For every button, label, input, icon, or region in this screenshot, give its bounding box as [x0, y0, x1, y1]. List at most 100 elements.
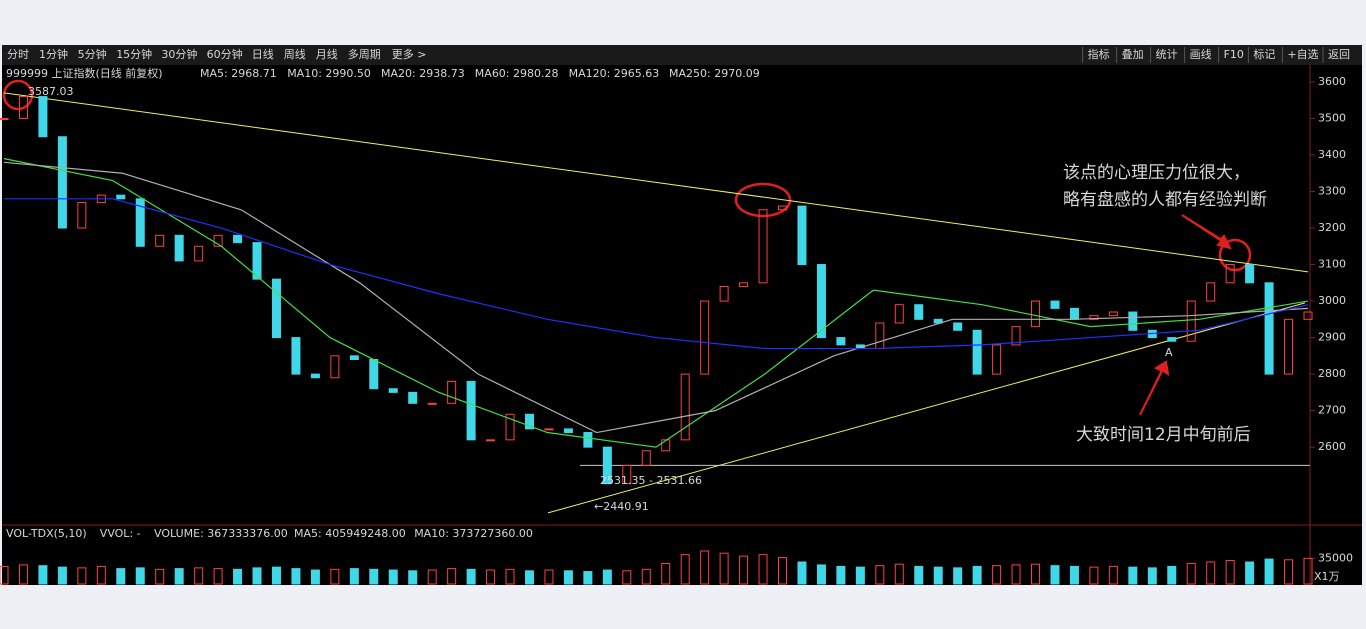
candle — [77, 201, 87, 229]
volume-bar — [466, 568, 476, 585]
candle — [1089, 315, 1099, 320]
volume-bar — [797, 561, 807, 585]
candle — [18, 96, 28, 119]
ma-label: MA120: 2965.63 — [569, 67, 660, 80]
candle — [252, 242, 262, 280]
toolbar-button[interactable]: 统计 — [1156, 48, 1178, 61]
y-tick-label: 2600 — [1318, 440, 1346, 453]
circle-marker — [734, 182, 792, 218]
volume-bar — [992, 565, 1002, 585]
volume-bar — [1147, 567, 1157, 585]
volume-bar — [38, 565, 48, 585]
volume-bar — [174, 568, 184, 585]
candle — [1245, 264, 1255, 284]
volume-bar — [252, 567, 262, 585]
candle — [1128, 311, 1138, 331]
candle — [1069, 307, 1079, 320]
toolbar-button[interactable]: 画线 — [1190, 47, 1212, 61]
tab[interactable]: 周线 — [284, 47, 306, 61]
volume-bar — [291, 568, 301, 585]
volume-bar — [1186, 562, 1196, 585]
volume-bar — [77, 567, 87, 585]
volume-bar — [1011, 564, 1021, 585]
candle — [1011, 326, 1021, 346]
volume-bar — [447, 568, 457, 585]
tab[interactable]: 日线 — [252, 47, 274, 61]
volume-bar — [369, 568, 379, 585]
volume-bar — [1225, 560, 1235, 585]
volume-bar — [719, 552, 729, 585]
ma-line — [3, 158, 1309, 448]
volume-bar — [739, 555, 749, 585]
candle — [758, 209, 768, 284]
toolbar-button[interactable]: 标记 — [1253, 47, 1275, 61]
toolbar-button[interactable]: 指标 — [1088, 47, 1110, 61]
vol-label: MA5: 405949248.00 — [294, 527, 406, 540]
toolbar-button[interactable]: +自选 — [1287, 48, 1318, 61]
tab[interactable]: 更多 > — [392, 47, 427, 61]
tab[interactable]: 15分钟 — [116, 47, 152, 61]
y-tick-label: 2700 — [1318, 404, 1346, 417]
volume-bar — [18, 564, 28, 585]
volume-bar — [563, 570, 573, 585]
y-tick-label: 3600 — [1318, 75, 1346, 88]
candle — [57, 136, 67, 229]
toolbar-button[interactable]: F10 — [1224, 48, 1244, 61]
candle — [1031, 300, 1041, 328]
candle — [661, 439, 671, 452]
tab[interactable]: 5分钟 — [78, 47, 107, 61]
tab[interactable]: 30分钟 — [161, 47, 197, 61]
tab[interactable]: 1分钟 — [39, 47, 68, 61]
volume-bar — [524, 570, 534, 585]
volume-bar — [1128, 566, 1138, 585]
candle — [233, 234, 243, 244]
circle-marker — [2, 79, 34, 111]
point-label: A — [1165, 346, 1173, 359]
y-tick-label: 3400 — [1318, 148, 1346, 161]
volume-bar — [155, 568, 165, 585]
volume-bar — [953, 567, 963, 585]
tab[interactable]: 多周期 — [348, 47, 381, 61]
candle — [816, 264, 826, 339]
volume-bar — [349, 568, 359, 585]
candle — [135, 198, 145, 247]
volume-bar — [1167, 565, 1177, 585]
tab[interactable]: 60分钟 — [207, 47, 243, 61]
candle — [953, 322, 963, 331]
toolbar-button[interactable]: 叠加 — [1122, 48, 1144, 61]
candle — [427, 402, 437, 405]
y-tick-label: 3500 — [1318, 111, 1346, 124]
y-tick-label: 2800 — [1318, 367, 1346, 380]
toolbar-button[interactable]: 返回 — [1328, 48, 1350, 61]
candle — [1264, 282, 1274, 375]
volume-bar — [486, 569, 496, 585]
volume-bar — [330, 568, 340, 585]
candle — [914, 304, 924, 320]
candle — [544, 428, 554, 431]
candle — [1108, 311, 1118, 317]
y-tick-label: 2900 — [1318, 331, 1346, 344]
volume-bar — [194, 567, 204, 585]
candle — [213, 234, 223, 247]
y-tick-label: 3300 — [1318, 185, 1346, 198]
y-tick-label: 3200 — [1318, 221, 1346, 234]
vol-header: VVOL: - — [100, 527, 141, 540]
volume-bar — [816, 564, 826, 585]
candle — [680, 373, 690, 441]
annotation: 大致时间12月中旬前后 — [1076, 425, 1251, 445]
volume-bar — [894, 563, 904, 585]
candle — [739, 282, 749, 287]
volume-bar — [1031, 563, 1041, 585]
volume-bar — [1069, 565, 1079, 585]
tab[interactable]: 月线 — [316, 47, 338, 61]
annotation: 该点的心理压力位很大， — [1063, 163, 1250, 183]
candle — [894, 304, 904, 324]
tab[interactable]: 分时 — [7, 48, 29, 61]
arrow — [1139, 360, 1170, 416]
volume-bar — [1245, 561, 1255, 585]
candle — [1206, 282, 1216, 302]
candle — [447, 380, 457, 404]
volume-bar — [1089, 566, 1099, 585]
candle — [622, 464, 632, 485]
ma-label: MA5: 2968.71 — [200, 67, 277, 80]
